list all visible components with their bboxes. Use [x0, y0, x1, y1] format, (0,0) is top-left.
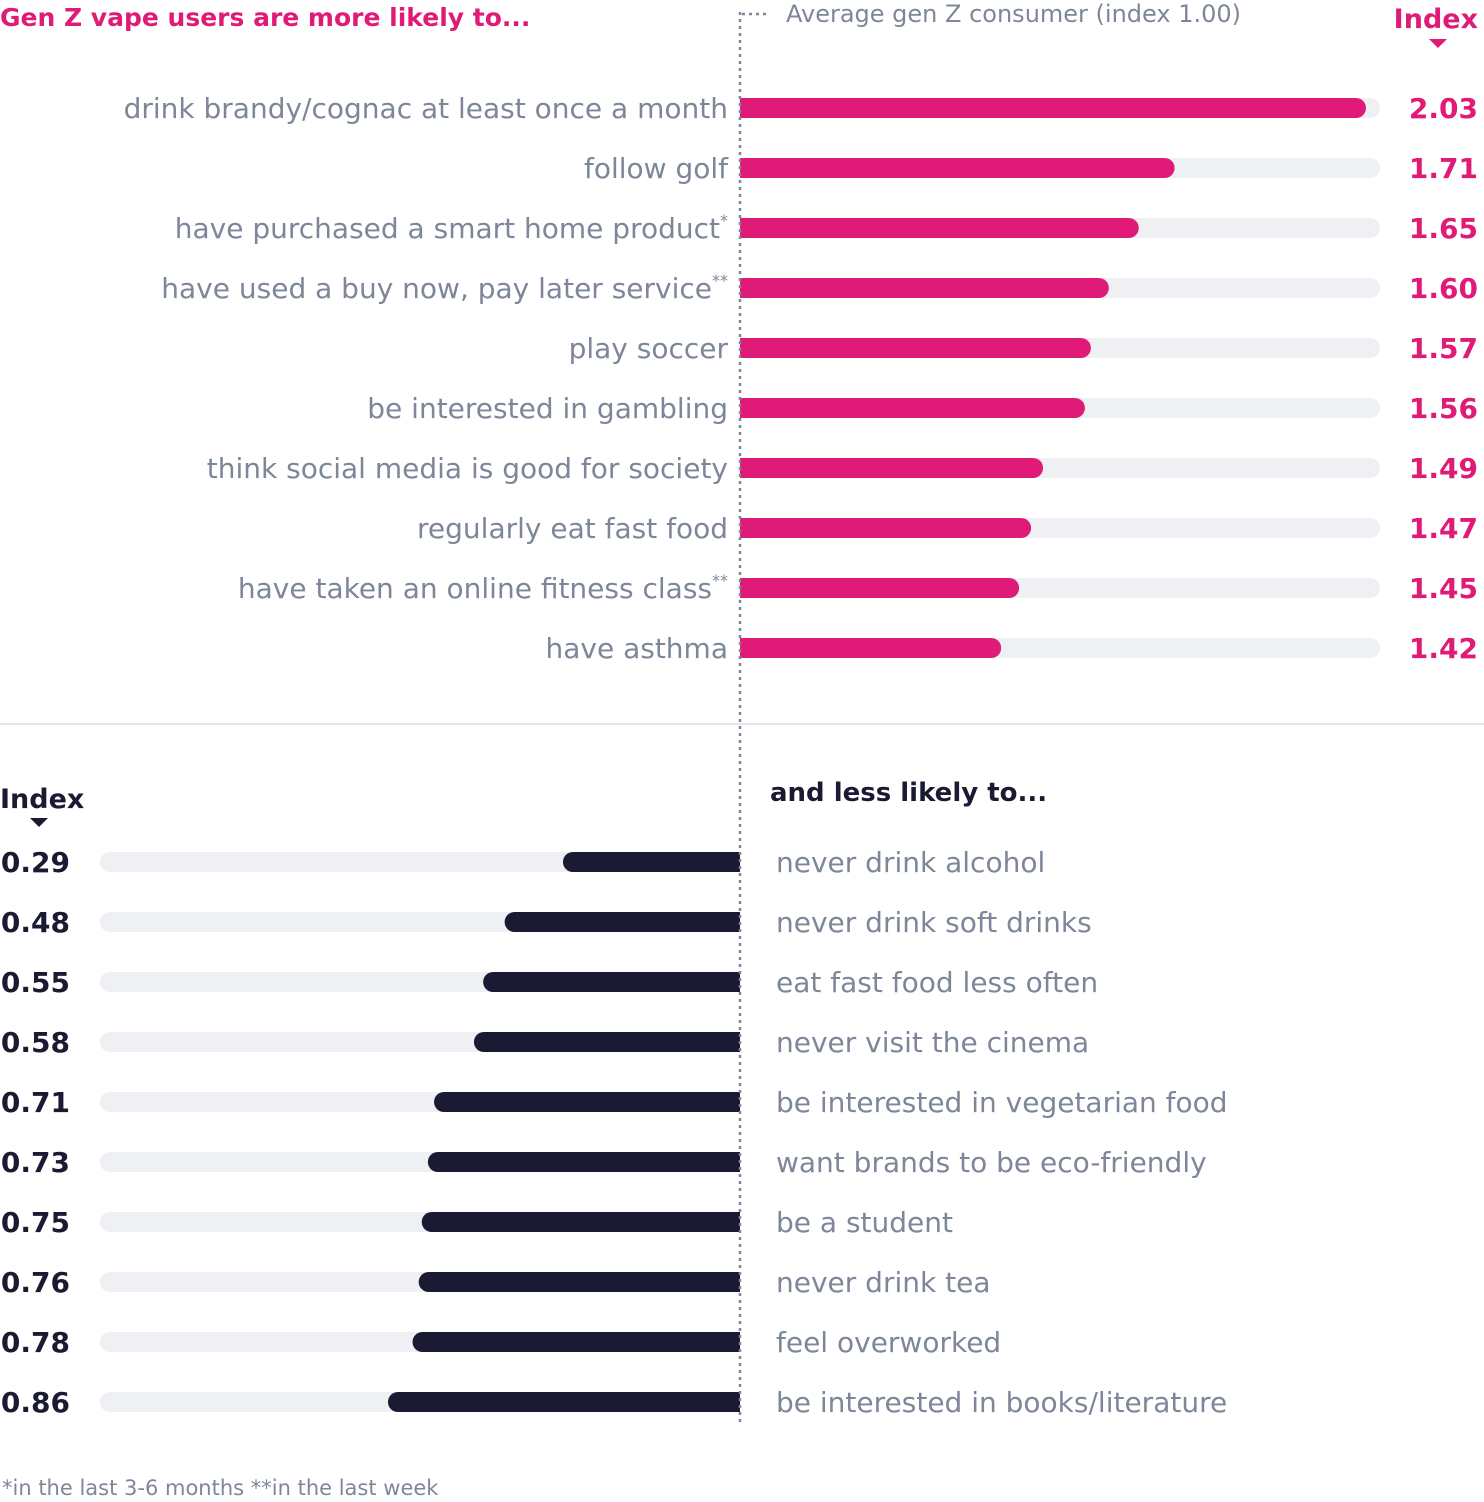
- less-likely-bar: [562, 852, 740, 872]
- more-likely-label-text: regularly eat fast food: [417, 512, 728, 545]
- more-likely-bar: [740, 458, 1044, 478]
- more-likely-value: 2.03: [1409, 92, 1478, 125]
- less-likely-label: never visit the cinema: [776, 1026, 1089, 1059]
- more-likely-bar: [740, 338, 1091, 358]
- footnote-mark: **: [712, 271, 728, 290]
- less-likely-label: feel overworked: [776, 1326, 1001, 1359]
- more-likely-label: play soccer: [569, 332, 729, 365]
- less-likely-value: 0.48: [1, 906, 70, 939]
- less-likely-bar: [427, 1152, 740, 1172]
- more-likely-value: 1.57: [1409, 332, 1478, 365]
- index-header-top-arrow-icon: [1429, 39, 1447, 48]
- more-likely-label: have taken an online fitness class**: [238, 571, 728, 605]
- less-likely-bars: 0.29 never drink alcohol 0.48 never drink s…: [1, 846, 1228, 1419]
- more-likely-label-text: think social media is good for society: [207, 452, 728, 485]
- reference-legend-label: Average gen Z consumer (index 1.00): [786, 0, 1241, 28]
- less-likely-label: be interested in books/literature: [776, 1386, 1227, 1419]
- less-likely-bar: [387, 1392, 740, 1412]
- more-likely-label: have used a buy now, pay later service**: [161, 271, 728, 305]
- less-likely-bar: [418, 1272, 740, 1292]
- less-likely-bar: [434, 1092, 740, 1112]
- less-likely-label: be interested in vegetarian food: [776, 1086, 1228, 1119]
- less-likely-label: never drink soft drinks: [776, 906, 1092, 939]
- less-likely-label: never drink tea: [776, 1266, 990, 1299]
- more-likely-label-text: have used a buy now, pay later service: [161, 272, 712, 305]
- more-likely-label: follow golf: [584, 152, 729, 185]
- more-likely-label: be interested in gambling: [367, 392, 728, 425]
- more-likely-label-text: drink brandy/cognac at least once a mont…: [124, 92, 728, 125]
- less-likely-bar: [473, 1032, 740, 1052]
- more-likely-label: think social media is good for society: [207, 452, 728, 485]
- less-likely-value: 0.75: [1, 1206, 70, 1239]
- more-likely-label: have purchased a smart home product*: [175, 211, 728, 245]
- less-likely-bar: [504, 912, 740, 932]
- less-likely-value: 0.73: [1, 1146, 70, 1179]
- more-likely-value: 1.60: [1409, 272, 1478, 305]
- less-likely-label: want brands to be eco-friendly: [776, 1146, 1207, 1179]
- more-likely-value: 1.45: [1409, 572, 1478, 605]
- more-likely-value: 1.47: [1409, 512, 1478, 545]
- more-likely-value: 1.56: [1409, 392, 1478, 425]
- more-likely-bar: [740, 518, 1032, 538]
- more-likely-bar: [740, 578, 1020, 598]
- less-likely-label: never drink alcohol: [776, 846, 1045, 879]
- more-likely-label-text: have asthma: [545, 632, 728, 665]
- footnote-mark: *: [720, 211, 728, 230]
- more-likely-label: have asthma: [545, 632, 728, 665]
- less-likely-label: be a student: [776, 1206, 953, 1239]
- more-likely-label-text: have purchased a smart home product: [175, 212, 720, 245]
- index-header-bottom: Index: [0, 784, 84, 815]
- less-likely-bar: [483, 972, 740, 992]
- less-likely-value: 0.86: [1, 1386, 70, 1419]
- less-likely-value: 0.76: [1, 1266, 70, 1299]
- less-likely-value: 0.29: [1, 846, 70, 879]
- footnote: *in the last 3-6 months **in the last we…: [2, 1476, 439, 1500]
- more-likely-bar: [740, 278, 1109, 298]
- more-likely-label-text: follow golf: [584, 152, 729, 185]
- more-likely-value: 1.71: [1409, 152, 1478, 185]
- more-likely-title: Gen Z vape users are more likely to...: [0, 3, 530, 32]
- index-header-top: Index: [1394, 4, 1478, 35]
- less-likely-value: 0.58: [1, 1026, 70, 1059]
- index-header-bottom-arrow-icon: [30, 818, 48, 827]
- more-likely-bars: drink brandy/cognac at least once a mont…: [124, 92, 1478, 665]
- less-likely-value: 0.71: [1, 1086, 70, 1119]
- less-likely-label: eat fast food less often: [776, 966, 1098, 999]
- more-likely-bar: [740, 638, 1002, 658]
- more-likely-bar: [740, 98, 1366, 118]
- more-likely-label: drink brandy/cognac at least once a mont…: [124, 92, 728, 125]
- more-likely-label-text: be interested in gambling: [367, 392, 728, 425]
- less-likely-title: and less likely to...: [770, 778, 1047, 808]
- less-likely-value: 0.55: [1, 966, 70, 999]
- more-likely-value: 1.42: [1409, 632, 1478, 665]
- more-likely-value: 1.65: [1409, 212, 1478, 245]
- more-likely-bar: [740, 158, 1175, 179]
- footnote-mark: **: [712, 571, 728, 590]
- more-likely-label: regularly eat fast food: [417, 512, 728, 545]
- less-likely-bar: [421, 1212, 740, 1232]
- less-likely-value: 0.78: [1, 1326, 70, 1359]
- more-likely-bar: [740, 218, 1139, 238]
- more-likely-label-text: have taken an online fitness class: [238, 572, 712, 605]
- more-likely-bar: [740, 398, 1085, 418]
- less-likely-bar: [412, 1332, 740, 1352]
- more-likely-value: 1.49: [1409, 452, 1478, 485]
- more-likely-label-text: play soccer: [569, 332, 729, 365]
